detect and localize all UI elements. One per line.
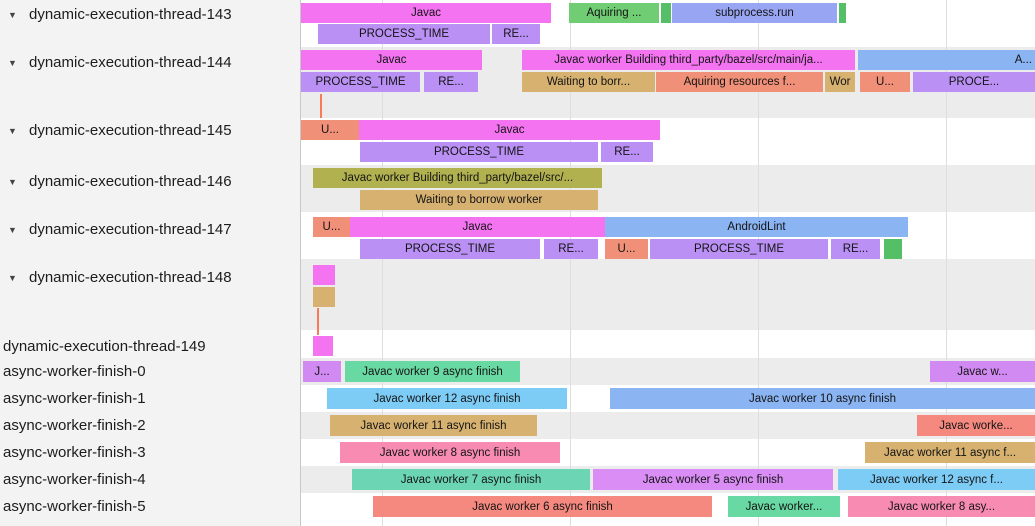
trace-event[interactable]: Javac worker 5 async finish [593, 469, 833, 490]
trace-event[interactable]: Javac worker 11 async finish [330, 415, 537, 436]
trace-event[interactable]: subprocess.run [672, 3, 837, 23]
track-row[interactable]: async-worker-finish-0 [0, 362, 300, 381]
trace-event[interactable]: Javac worker... [728, 496, 840, 517]
track-row[interactable]: ▼ dynamic-execution-thread-144 [0, 53, 300, 72]
trace-event[interactable] [884, 239, 902, 259]
collapse-arrow-icon[interactable]: ▼ [8, 176, 17, 187]
trace-event[interactable]: AndroidLint [605, 217, 908, 237]
trace-event[interactable]: Javac worker 12 async f... [838, 469, 1035, 490]
trace-event[interactable]: PROCESS_TIME [650, 239, 828, 259]
track-name-label: async-worker-finish-4 [3, 471, 146, 488]
trace-event[interactable]: Javac worker Building third_party/bazel/… [313, 168, 602, 188]
trace-event[interactable]: RE... [831, 239, 880, 259]
time-gridline [758, 0, 759, 526]
time-gridline [946, 0, 947, 526]
trace-event[interactable]: Javac [301, 3, 551, 23]
sidebar-timeline-divider [300, 0, 301, 526]
track-name-label: async-worker-finish-1 [3, 390, 146, 407]
trace-event[interactable]: A... [858, 50, 1035, 70]
trace-event[interactable]: PROCESS_TIME [318, 24, 490, 44]
trace-event[interactable]: Javac worker Building third_party/bazel/… [522, 50, 855, 70]
trace-event[interactable]: J... [303, 361, 341, 382]
trace-event[interactable]: PROCESS_TIME [360, 142, 598, 162]
track-row[interactable]: ▼ dynamic-execution-thread-148 [0, 268, 300, 287]
track-name-label: dynamic-execution-thread-148 [29, 269, 232, 286]
track-name-label: async-worker-finish-2 [3, 417, 146, 434]
trace-event[interactable]: RE... [424, 72, 478, 92]
track-name-label: dynamic-execution-thread-147 [29, 221, 232, 238]
track-name-label: dynamic-execution-thread-144 [29, 54, 232, 71]
trace-event[interactable] [661, 3, 671, 23]
trace-event[interactable]: U... [301, 120, 359, 140]
trace-event[interactable]: Javac [301, 50, 482, 70]
track-name-label: async-worker-finish-0 [3, 363, 146, 380]
collapse-arrow-icon[interactable]: ▼ [8, 57, 17, 68]
track-row[interactable]: ▼ dynamic-execution-thread-146 [0, 172, 300, 191]
track-row[interactable]: async-worker-finish-3 [0, 443, 300, 462]
trace-event[interactable]: Wor [825, 72, 855, 92]
track-name-label: async-worker-finish-3 [3, 444, 146, 461]
trace-event[interactable] [313, 265, 335, 285]
track-name-label: async-worker-finish-5 [3, 498, 146, 515]
trace-event[interactable]: PROCE... [913, 72, 1035, 92]
time-gridline [570, 0, 571, 526]
trace-event[interactable]: Javac worker 6 async finish [373, 496, 712, 517]
time-gridline [382, 0, 383, 526]
collapse-arrow-icon[interactable]: ▼ [8, 272, 17, 283]
track-name-label: dynamic-execution-thread-149 [3, 338, 206, 355]
trace-event[interactable]: U... [860, 72, 910, 92]
track-row[interactable]: ▼ dynamic-execution-thread-143 [0, 5, 300, 24]
track-name-label: dynamic-execution-thread-145 [29, 122, 232, 139]
track-row[interactable]: ▼ dynamic-execution-thread-145 [0, 121, 300, 140]
track-row[interactable]: async-worker-finish-5 [0, 497, 300, 516]
trace-event[interactable]: U... [313, 217, 350, 237]
track-row[interactable]: async-worker-finish-1 [0, 389, 300, 408]
trace-event[interactable]: Javac worker 12 async finish [327, 388, 567, 409]
track-row[interactable]: async-worker-finish-2 [0, 416, 300, 435]
instant-event-marker[interactable] [317, 308, 319, 335]
trace-event[interactable]: U... [605, 239, 648, 259]
track-row[interactable]: dynamic-execution-thread-149 [0, 337, 300, 356]
trace-event[interactable]: Javac w... [930, 361, 1035, 382]
trace-event[interactable]: Aquiring resources f... [656, 72, 823, 92]
trace-event[interactable]: Javac worker 8 asy... [848, 496, 1035, 517]
collapse-arrow-icon[interactable]: ▼ [8, 9, 17, 20]
trace-event[interactable]: Javac [359, 120, 660, 140]
track-name-label: dynamic-execution-thread-146 [29, 173, 232, 190]
trace-event[interactable]: Javac [350, 217, 605, 237]
trace-event[interactable]: RE... [492, 24, 540, 44]
track-sidebar: ▼ dynamic-execution-thread-143 ▼ dynamic-ex… [0, 0, 300, 526]
trace-event[interactable]: Javac worker 7 async finish [352, 469, 590, 490]
collapse-arrow-icon[interactable]: ▼ [8, 125, 17, 136]
track-name-label: dynamic-execution-thread-143 [29, 6, 232, 23]
trace-event[interactable]: Javac worker 11 async f... [865, 442, 1035, 463]
instant-event-marker[interactable] [320, 94, 322, 118]
trace-event[interactable] [313, 336, 333, 356]
track-row[interactable]: ▼ dynamic-execution-thread-147 [0, 220, 300, 239]
trace-event[interactable]: Waiting to borr... [522, 72, 655, 92]
trace-event[interactable]: PROCESS_TIME [301, 72, 420, 92]
trace-event[interactable]: Aquiring ... [569, 3, 659, 23]
trace-event[interactable]: Javac worker 9 async finish [345, 361, 520, 382]
collapse-arrow-icon[interactable]: ▼ [8, 224, 17, 235]
trace-event[interactable]: Javac worker 8 async finish [340, 442, 560, 463]
trace-event[interactable]: PROCESS_TIME [360, 239, 540, 259]
trace-event[interactable]: Javac worker 10 async finish [610, 388, 1035, 409]
trace-event[interactable]: Javac worke... [917, 415, 1035, 436]
trace-event[interactable] [313, 287, 335, 307]
trace-event[interactable]: Waiting to borrow worker [360, 190, 598, 210]
track-row[interactable]: async-worker-finish-4 [0, 470, 300, 489]
trace-event[interactable] [839, 3, 846, 23]
trace-event[interactable]: RE... [601, 142, 653, 162]
trace-event[interactable]: RE... [544, 239, 598, 259]
